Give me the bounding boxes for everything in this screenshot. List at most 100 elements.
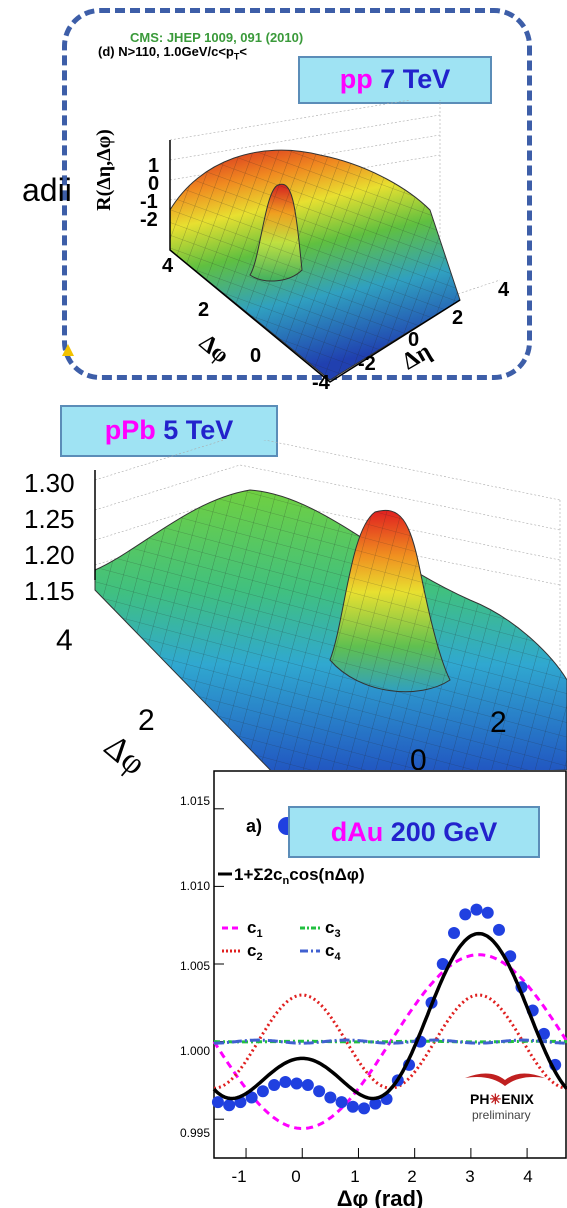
pp-cuts: (d) N>110, 1.0GeV/c<pT<	[98, 44, 247, 62]
dau-data-point	[436, 958, 449, 970]
cutoff-text: adii	[22, 172, 72, 208]
phenix-logo-text: PH✳ENIX	[470, 1091, 535, 1107]
dau-data-point	[369, 1097, 382, 1110]
pp-axes	[169, 140, 461, 383]
dau-data-point	[346, 1100, 359, 1113]
arrow-icon	[62, 344, 74, 356]
dau-legend-c4: c4	[325, 941, 341, 963]
dau-data-point	[245, 1091, 258, 1104]
dau-y-tick: 1.010	[180, 879, 210, 893]
ppb-eta-tick: 0	[410, 744, 427, 777]
dau-y-tick: 1.005	[180, 959, 210, 973]
pp-panel-frame	[62, 8, 532, 380]
pp-citation: CMS: JHEP 1009, 091 (2010)	[130, 30, 304, 45]
dau-legend-c3-sub: 3	[334, 928, 340, 940]
phenix-preliminary: preliminary	[472, 1108, 531, 1122]
dau-data-point	[537, 1027, 550, 1040]
dau-data-point	[492, 923, 505, 936]
pp-phi-tick: 0	[250, 345, 261, 367]
dau-data-point	[211, 1096, 224, 1109]
dau-data-point	[256, 1085, 269, 1098]
ppb-phi-ticks: 4 2	[56, 624, 155, 737]
ppb-system-label: pPb 5 TeV	[60, 405, 278, 457]
dau-data-point	[279, 1075, 292, 1088]
pp-system: pp	[339, 64, 373, 94]
pp-eta-tick: 4	[498, 279, 510, 301]
ppb-eta-tick: 2	[490, 706, 507, 739]
ppb-z-tick: 1.20	[24, 540, 75, 570]
dau-legend-c3: c3	[325, 918, 341, 940]
ppb-surface-mesh	[95, 490, 567, 780]
dau-data-point	[448, 926, 461, 939]
pp-z-label: R(Δη,Δφ)	[93, 129, 115, 211]
pp-cuts-sub: T	[233, 51, 240, 62]
dau-x-tick: 1	[350, 1167, 359, 1186]
pp-eta-tick: -2	[358, 353, 376, 375]
pp-peak-mesh	[250, 184, 302, 282]
pp-phi-label: Δφ	[194, 330, 234, 369]
ppb-system: pPb	[104, 415, 156, 445]
pp-phi-tick: 2	[198, 299, 209, 321]
dau-energy: 200 GeV	[390, 817, 498, 847]
phenix-logo: PH✳ENIX preliminary	[465, 1073, 545, 1122]
ppb-phi-tick: 2	[138, 704, 155, 737]
dau-data-point	[470, 903, 483, 916]
dau-data-point	[301, 1079, 314, 1092]
dau-x-tick: 0	[291, 1167, 300, 1186]
pp-z-ticks: 1 0 -1 -2	[140, 155, 159, 231]
dau-y-tick: 1.015	[180, 794, 210, 808]
pp-eta-label: Δη	[398, 338, 436, 375]
pp-z-tick: -2	[140, 209, 158, 231]
ppb-surface-plot: 1.30 1.25 1.20 1.15 4 2 Δφ 2 0	[24, 440, 567, 780]
pp-energy: 7 TeV	[380, 64, 451, 94]
dau-coeff-legend: c1 c2 c3 c4	[222, 918, 341, 963]
dau-fit-legend-main: 1+Σ2c	[234, 865, 283, 884]
phenix-star-icon: ✳	[489, 1091, 501, 1107]
dau-plot-area	[211, 770, 567, 1159]
dau-legend-c2: c2	[247, 941, 263, 963]
dau-y-ticks: 1.015 1.010 1.005 1.000 0.995	[180, 794, 210, 1140]
dau-data-point	[358, 1102, 371, 1115]
ppb-peak-mesh	[330, 510, 450, 692]
dau-system-label: dAu 200 GeV	[288, 806, 540, 858]
pp-eta-tick: 0	[408, 329, 419, 351]
dau-legend-c3-main: c	[325, 918, 334, 937]
ppb-phi-tick: 4	[56, 624, 73, 657]
dau-data-point	[268, 1079, 281, 1092]
dau-fit-legend: 1+Σ2cncos(nΔφ)	[218, 865, 365, 887]
dau-fit-curve	[212, 931, 567, 1101]
dau-system: dAu	[330, 817, 384, 847]
pp-z-tick: -1	[140, 191, 158, 213]
pp-surface-plot: R(Δη,Δφ) 1 0 -1 -2 4 2 0 Δφ 4 2 0 -2 -4 …	[93, 100, 510, 390]
dau-legend-c2-sub: 2	[256, 951, 262, 963]
dau-y-tick: 0.995	[180, 1126, 210, 1140]
dau-x-tick: 2	[407, 1167, 416, 1186]
dau-x-tick: 4	[523, 1167, 532, 1186]
dau-y-tick: 1.000	[180, 1044, 210, 1058]
dau-data-point	[324, 1091, 337, 1104]
ppb-energy: 5 TeV	[163, 415, 234, 445]
dau-c1-curve	[212, 953, 567, 1130]
ppb-z-tick: 1.30	[24, 468, 75, 498]
dau-fit-legend-tail: cos(nΔφ)	[289, 865, 364, 884]
dau-panel-tag: a)	[246, 816, 262, 836]
dau-fit-legend-text: 1+Σ2cncos(nΔφ)	[234, 865, 365, 887]
ppb-eta-ticks: 2 0	[410, 706, 507, 777]
dau-x-tick: -1	[231, 1167, 246, 1186]
pp-z-tick: 1	[148, 155, 159, 177]
dau-legend-c1-main: c	[247, 918, 256, 937]
pp-eta-ticks: 4 2 0 -2 -4	[312, 279, 510, 390]
pp-z-tick: 0	[148, 173, 159, 195]
phenix-logo-tail: ENIX	[501, 1091, 534, 1107]
dau-c4-curve	[213, 1038, 567, 1045]
dau-x-tick: 3	[465, 1167, 474, 1186]
ppb-z-tick: 1.25	[24, 504, 75, 534]
dau-legend-c4-main: c	[325, 941, 334, 960]
pp-cuts-text: (d) N>110, 1.0GeV/c<p	[98, 44, 234, 59]
phenix-logo-main: PH	[470, 1091, 489, 1107]
pp-system-label: pp 7 TeV	[298, 56, 492, 104]
dau-legend-c2-main: c	[247, 941, 256, 960]
ppb-z-tick: 1.15	[24, 576, 75, 606]
dau-x-ticks: -1 0 1 2 3 4	[231, 1167, 532, 1186]
dau-data-point	[223, 1099, 236, 1112]
